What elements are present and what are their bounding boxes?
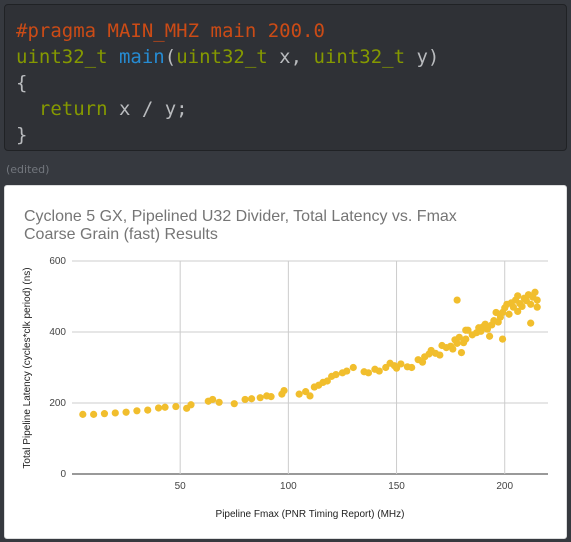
data-point	[111, 409, 119, 417]
param1-type: uint32_t	[176, 46, 268, 68]
data-point	[397, 360, 405, 368]
data-point	[306, 392, 314, 400]
return-keyword: return	[38, 98, 108, 120]
x-tick-label: 200	[496, 481, 513, 492]
brace-open: {	[16, 72, 28, 94]
data-point	[453, 339, 461, 347]
data-point	[492, 308, 500, 317]
data-point	[122, 408, 130, 416]
data-point	[485, 332, 494, 340]
data-point	[533, 303, 541, 311]
data-point	[332, 371, 340, 379]
data-point	[349, 363, 357, 372]
chart-points	[79, 288, 541, 418]
brace-close: }	[16, 124, 28, 146]
data-point	[79, 410, 87, 418]
data-point	[457, 348, 466, 357]
macro-arg: main	[210, 20, 257, 42]
data-point	[90, 410, 98, 418]
data-point	[527, 319, 535, 327]
data-point	[256, 394, 264, 402]
macro-value: 200.0	[267, 20, 325, 42]
data-point	[527, 300, 535, 308]
data-point	[295, 390, 303, 398]
data-point	[280, 386, 288, 395]
return-type: uint32_t	[16, 46, 108, 68]
x-tick-label: 100	[280, 481, 297, 492]
data-point	[154, 404, 163, 412]
x-tick-label: 50	[175, 481, 187, 492]
data-point	[187, 401, 195, 409]
data-point	[505, 310, 513, 318]
data-point	[449, 345, 457, 353]
param2-type: uint32_t	[313, 46, 406, 68]
data-point	[267, 393, 275, 401]
data-point	[172, 402, 180, 411]
code-block: #pragma MAIN_MHZ main 200.0 uint32_t mai…	[4, 4, 567, 151]
code-snippet: #pragma MAIN_MHZ main 200.0 uint32_t mai…	[16, 18, 439, 148]
chart-title-line1: Cyclone 5 GX, Pipelined U32 Divider, Tot…	[24, 208, 457, 225]
y-tick-label: 600	[49, 256, 66, 267]
return-expression: x / y;	[118, 98, 188, 120]
open-paren: (	[164, 46, 177, 68]
chart-title-line2: Coarse Grain (fast) Results	[24, 226, 218, 243]
data-point	[462, 326, 470, 334]
param1-name: x,	[279, 46, 303, 68]
data-point	[323, 377, 331, 385]
y-axis-label: Total Pipeline Latency (cycles*clk perio…	[22, 267, 33, 468]
data-point	[455, 333, 463, 341]
chart-embed[interactable]: Cyclone 5 GX, Pipelined U32 Divider, Tot…	[4, 185, 567, 539]
data-point	[375, 367, 383, 375]
y-tick-label: 200	[49, 398, 66, 409]
edited-label: (edited)	[6, 163, 50, 176]
data-point	[100, 410, 109, 418]
data-point	[343, 367, 351, 375]
data-point	[453, 296, 461, 304]
x-axis-label: Pipeline Fmax (PNR Timing Report) (MHz)	[216, 509, 405, 520]
scatter-chart: Cyclone 5 GX, Pipelined U32 Divider, Tot…	[22, 208, 548, 520]
data-point	[133, 407, 141, 415]
data-point	[241, 395, 249, 404]
preprocessor-directive: #pragma	[16, 20, 97, 42]
y-tick-label: 0	[60, 469, 66, 480]
data-point	[209, 395, 217, 404]
data-point	[364, 369, 373, 377]
data-point	[518, 302, 526, 311]
x-tick-label: 150	[388, 481, 405, 492]
data-point	[230, 400, 238, 408]
y-tick-label: 400	[49, 327, 66, 338]
data-point	[161, 403, 169, 411]
data-point	[514, 292, 522, 300]
data-point	[533, 296, 541, 304]
data-point	[436, 351, 444, 359]
data-point	[144, 406, 152, 414]
chart-grid	[72, 260, 548, 475]
param2-name: y)	[416, 46, 440, 68]
data-point	[531, 288, 539, 296]
macro-name: MAIN_MHZ	[107, 20, 200, 42]
function-name: main	[118, 46, 165, 68]
data-point	[498, 335, 507, 343]
chart-tick-labels: 0 200 400 600 50 100 150 200	[49, 256, 513, 492]
data-point	[247, 395, 256, 403]
data-point	[408, 363, 416, 372]
data-point	[462, 335, 470, 343]
data-point	[215, 398, 223, 406]
data-point	[514, 307, 522, 316]
